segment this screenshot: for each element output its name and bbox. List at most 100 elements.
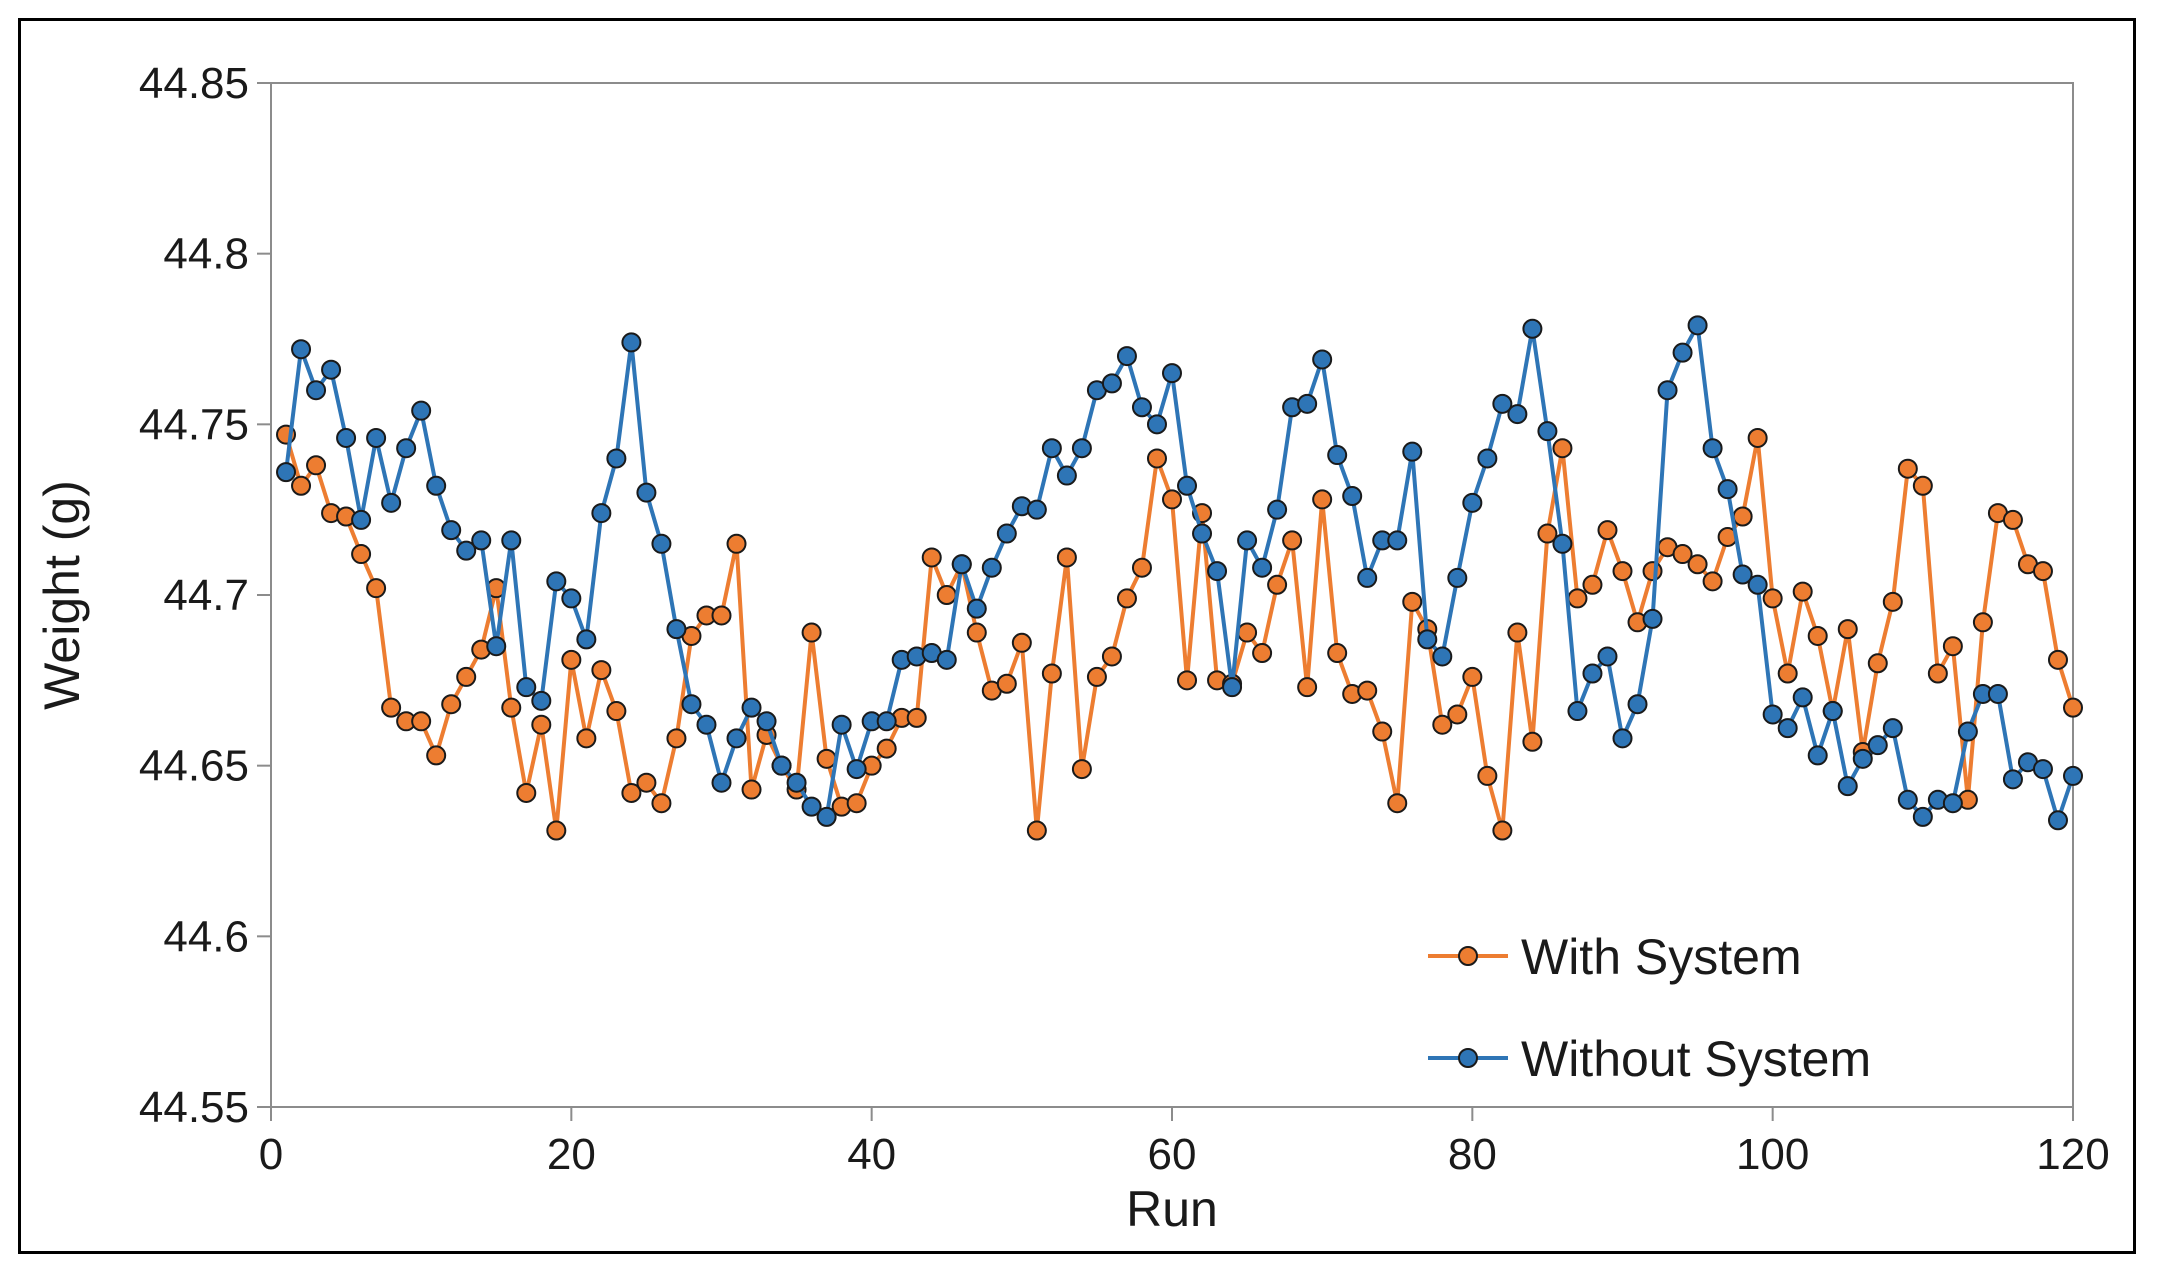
data-point-without-system — [996, 523, 1017, 544]
data-point-with-system — [1897, 458, 1918, 479]
data-point-with-system — [1582, 574, 1603, 595]
data-point-with-system — [411, 711, 432, 732]
data-point-without-system — [2002, 769, 2023, 790]
data-point-without-system — [1807, 745, 1828, 766]
data-point-without-system — [1041, 438, 1062, 459]
legend-marker-without-system — [1458, 1048, 1478, 1068]
data-point-with-system — [561, 649, 582, 670]
data-point-without-system — [1162, 363, 1182, 384]
data-point-with-system — [1011, 632, 1032, 653]
data-point-without-system — [816, 806, 837, 827]
data-point-without-system — [1237, 530, 1258, 551]
data-point-without-system — [381, 492, 402, 513]
data-point-with-system — [1071, 759, 1092, 780]
y-tick-label: 44.8 — [163, 230, 249, 279]
data-point-without-system — [516, 677, 537, 698]
data-point-without-system — [2047, 810, 2068, 831]
data-point-without-system — [1177, 475, 1198, 496]
data-point-without-system — [441, 520, 462, 541]
data-point-without-system — [1687, 315, 1708, 336]
x-axis-title: Run — [1126, 1181, 1218, 1237]
data-point-without-system — [966, 598, 987, 619]
data-point-without-system — [1837, 776, 1858, 797]
data-point-with-system — [1267, 574, 1288, 595]
data-point-with-system — [1927, 663, 1948, 684]
data-point-without-system — [726, 728, 747, 749]
data-point-without-system — [336, 427, 357, 448]
data-point-without-system — [741, 697, 762, 718]
data-point-with-system — [1086, 666, 1107, 687]
data-point-with-system — [456, 666, 477, 687]
chart-frame: 44.55 44.6 44.65 44.7 44.75 44.8 44.85 0 20 40 60… — [18, 18, 2136, 1254]
data-point-without-system — [471, 530, 492, 551]
data-point-without-system — [1582, 663, 1603, 684]
data-point-with-system — [816, 748, 837, 769]
data-point-without-system — [846, 759, 867, 780]
data-point-with-system — [1732, 506, 1753, 527]
legend-entry-without-system: Without System — [1428, 1031, 1871, 1087]
series-line-with-system — [284, 434, 2075, 833]
data-point-without-system — [1417, 629, 1438, 650]
data-point-without-system — [501, 530, 522, 551]
data-point-with-system — [666, 728, 687, 749]
data-point-without-system — [876, 711, 897, 732]
data-point-without-system — [1597, 646, 1618, 667]
data-point-with-system — [2063, 697, 2083, 718]
data-point-with-system — [2047, 649, 2068, 670]
data-point-without-system — [291, 339, 312, 360]
data-point-with-system — [1026, 820, 1047, 841]
data-point-without-system — [1056, 465, 1077, 486]
data-point-with-system — [381, 697, 402, 718]
data-point-without-system — [1402, 441, 1423, 462]
data-point-without-system — [1146, 414, 1167, 435]
data-point-without-system — [1327, 445, 1348, 466]
data-point-with-system — [921, 547, 942, 568]
data-point-with-system — [351, 544, 372, 565]
data-point-with-system — [1792, 581, 1813, 602]
data-point-without-system — [1732, 564, 1753, 585]
data-point-with-system — [1747, 427, 1768, 448]
data-point-with-system — [741, 779, 762, 800]
data-point-without-system — [666, 619, 687, 640]
x-tick-label: 120 — [2036, 1130, 2109, 1179]
legend-entry-with-system: With System — [1428, 929, 1802, 985]
data-point-without-system — [531, 690, 552, 711]
data-point-with-system — [606, 701, 627, 722]
data-point-with-system — [1867, 653, 1888, 674]
data-point-without-system — [1672, 342, 1693, 363]
data-point-without-system — [1552, 533, 1573, 554]
data-point-with-system — [366, 578, 387, 599]
data-point-without-system — [561, 588, 582, 609]
data-point-without-system — [1432, 646, 1453, 667]
series-layer — [276, 315, 2083, 841]
data-point-with-system — [1146, 448, 1167, 469]
data-point-with-system — [426, 745, 447, 766]
data-point-without-system — [576, 629, 597, 650]
data-point-without-system — [831, 714, 852, 735]
data-point-without-system — [1762, 704, 1783, 725]
data-point-with-system — [1837, 619, 1858, 640]
data-point-without-system — [1567, 701, 1588, 722]
data-point-without-system — [951, 554, 972, 575]
data-point-without-system — [2032, 759, 2053, 780]
data-point-without-system — [1897, 789, 1918, 810]
data-point-with-system — [1162, 489, 1182, 510]
data-point-with-system — [546, 820, 567, 841]
y-axis: 44.55 44.6 44.65 44.7 44.75 44.8 44.85 — [139, 59, 271, 1132]
data-point-with-system — [651, 793, 672, 814]
data-point-without-system — [621, 332, 642, 353]
data-point-without-system — [801, 796, 822, 817]
data-point-without-system — [1867, 735, 1888, 756]
data-point-with-system — [1807, 625, 1828, 646]
y-tick-label: 44.65 — [139, 742, 249, 791]
y-tick-label: 44.6 — [163, 912, 249, 961]
data-point-without-system — [1627, 694, 1648, 715]
data-point-with-system — [1447, 704, 1468, 725]
data-point-with-system — [516, 782, 537, 803]
data-point-with-system — [876, 738, 897, 759]
data-point-with-system — [1056, 547, 1077, 568]
legend-label-with-system: With System — [1521, 929, 1802, 985]
data-point-with-system — [936, 585, 957, 605]
data-point-with-system — [1912, 475, 1933, 496]
data-point-with-system — [1131, 557, 1152, 578]
